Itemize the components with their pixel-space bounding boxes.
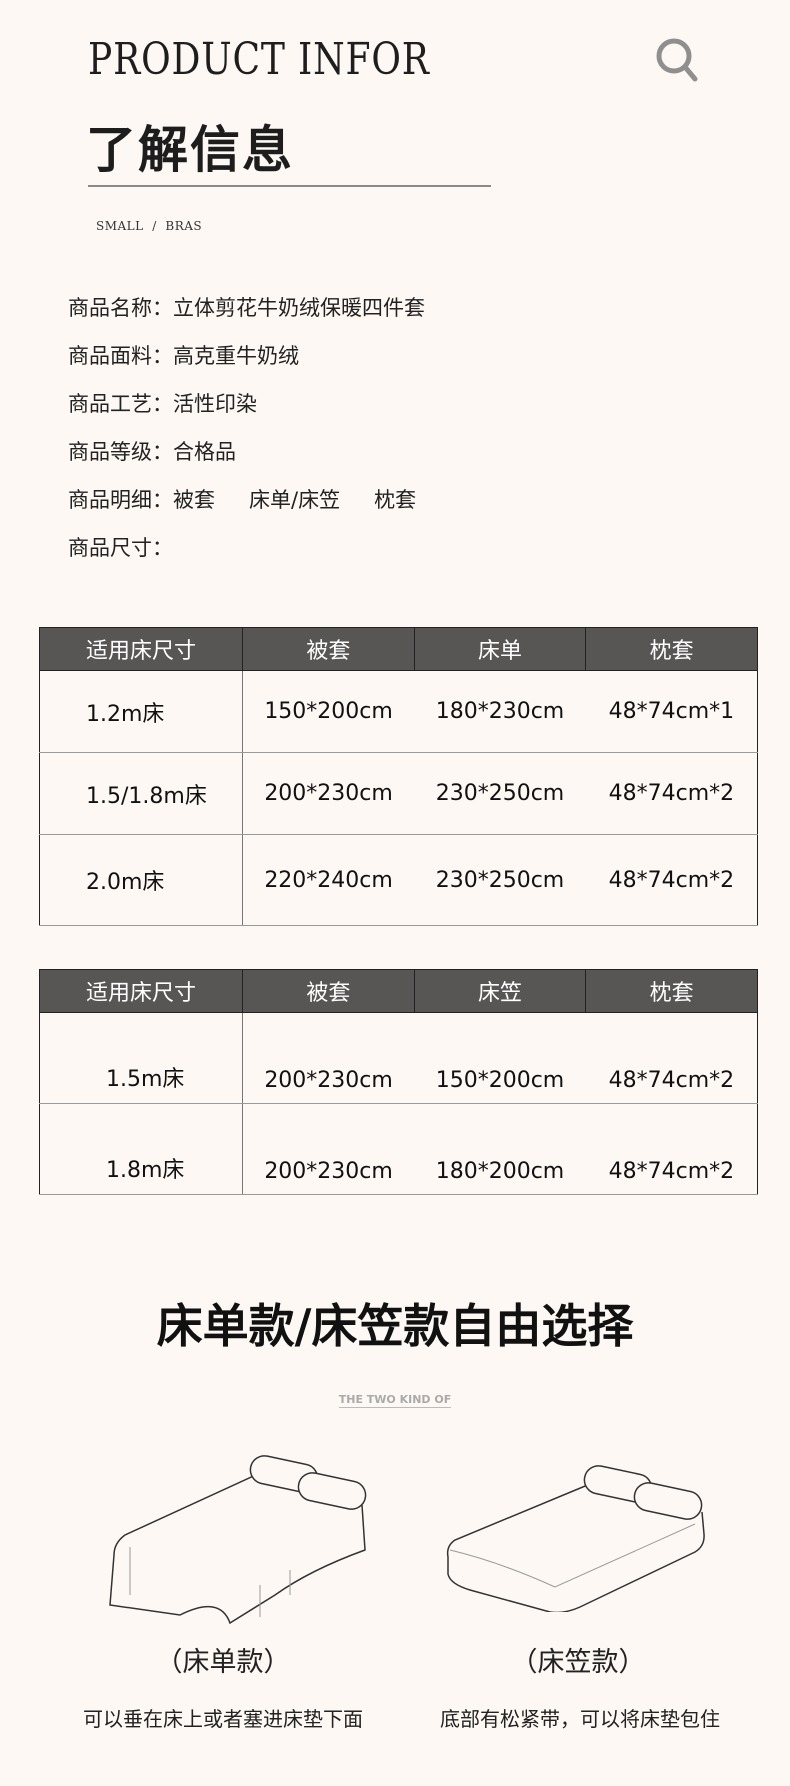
section-headline: 床单款/床笠款自由选择: [156, 1299, 634, 1353]
section-subtitle: THE TWO KIND OF: [338, 1393, 452, 1408]
breadcrumb: SMALL / BRAS: [96, 219, 203, 233]
column-header: 床笠: [413, 969, 587, 1013]
table-row: 1.5/1.8m床 200*230cm 230*250cm 48*74cm*2: [39, 752, 758, 835]
column-header: 被套: [242, 969, 415, 1013]
size-table-fitted: 适用床尺寸 被套 床笠 枕套 1.5m床 200*230cm 150*200cm 48…: [39, 969, 758, 1195]
search-icon[interactable]: [652, 35, 706, 85]
size-table-sheet: 适用床尺寸 被套 床单 枕套 1.2m床 150*200cm 180*230cm 48…: [39, 627, 758, 926]
column-header: 枕套: [585, 969, 758, 1013]
fitted-sheet-bed-illustration: [446, 1465, 705, 1612]
table-header: 适用床尺寸 被套 床笠 枕套: [39, 969, 758, 1013]
info-size: 商品尺寸：: [68, 536, 173, 560]
option-caption-flat-sheet: 可以垂在床上或者塞进床垫下面: [83, 1707, 363, 1731]
table-row: 1.2m床 150*200cm 180*230cm 48*74cm*1: [39, 670, 758, 753]
column-header: 床单: [413, 627, 587, 671]
info-craft: 商品工艺：活性印染: [68, 392, 257, 416]
table-row: 1.8m床 200*230cm 180*200cm 48*74cm*2: [39, 1103, 758, 1195]
option-label-fitted-sheet: （床笠款）: [510, 1647, 646, 1678]
info-grade: 商品等级：合格品: [68, 440, 236, 464]
table-row: 1.5m床 200*230cm 150*200cm 48*74cm*2: [39, 1012, 758, 1104]
column-header: 适用床尺寸: [39, 627, 243, 671]
table-header: 适用床尺寸 被套 床单 枕套: [39, 627, 758, 671]
flat-sheet-bed-illustration: [109, 1455, 367, 1625]
column-header: 被套: [242, 627, 415, 671]
column-header: 适用床尺寸: [39, 969, 243, 1013]
table-row: 2.0m床 220*240cm 230*250cm 48*74cm*2: [39, 834, 758, 926]
column-header: 枕套: [585, 627, 758, 671]
divider: [88, 185, 491, 187]
info-fabric: 商品面料：高克重牛奶绒: [68, 344, 299, 368]
info-name: 商品名称：立体剪花牛奶绒保暖四件套: [68, 296, 425, 320]
option-caption-fitted-sheet: 底部有松紧带，可以将床垫包住: [440, 1707, 720, 1731]
title-en: PRODUCT INFOR: [88, 34, 430, 85]
product-info: 商品名称：立体剪花牛奶绒保暖四件套 商品面料：高克重牛奶绒 商品工艺：活性印染 …: [68, 292, 425, 580]
option-label-flat-sheet: （床单款）: [155, 1647, 291, 1678]
info-details: 商品明细：被套 床单/床笠 枕套: [68, 488, 417, 512]
page-title: 了解信息: [86, 120, 294, 179]
